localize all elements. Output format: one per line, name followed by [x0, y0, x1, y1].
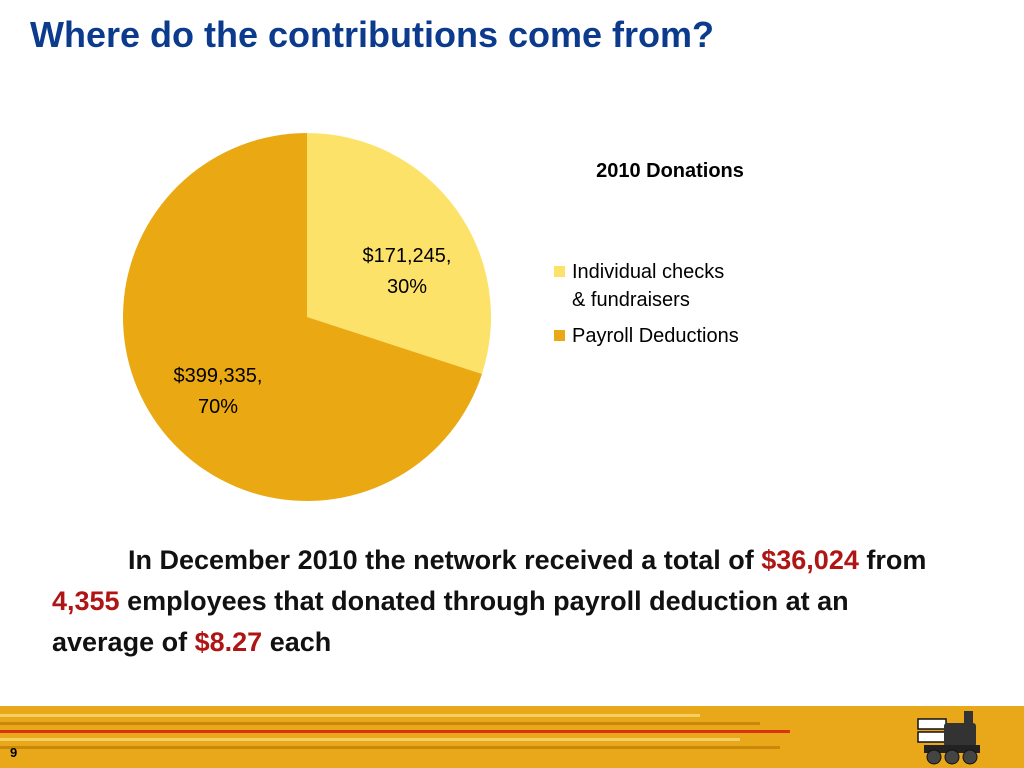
- legend-label-payroll-deductions: Payroll Deductions: [572, 325, 739, 347]
- pie-slices: [123, 133, 491, 501]
- train-logo-icon: [917, 711, 980, 765]
- average-amount: $8.27: [194, 627, 263, 657]
- legend-item-payroll-deductions: Payroll Deductions: [552, 322, 812, 350]
- legend-label-individual-checks-line2: & fundraisers: [572, 289, 690, 311]
- summary-part4: each: [269, 627, 332, 657]
- legend-swatch-individual-checks: [554, 266, 565, 277]
- slice-value-label: $171,245,: [363, 245, 452, 267]
- legend-label-individual-checks-line1: Individual checks: [572, 261, 725, 283]
- page-number: 9: [10, 745, 18, 760]
- total-amount: $36,024: [761, 545, 859, 575]
- slice-percent-label: 30%: [387, 276, 427, 298]
- employee-count: 4,355: [52, 586, 120, 616]
- slide-title: Where do the contributions come from?: [30, 14, 715, 55]
- footer-stripe: [0, 722, 760, 725]
- slice-value-label: $399,335,: [174, 365, 263, 387]
- footer-stripe: [0, 738, 740, 741]
- slice-percent-label: 70%: [198, 396, 238, 418]
- summary-part2: from: [866, 545, 927, 575]
- pie-labels: $171,245, 30% $399,335, 70%: [174, 245, 452, 418]
- legend-swatch-payroll-deductions: [554, 330, 565, 341]
- footer-stripe: [0, 746, 780, 749]
- summary-part3: employees that donated through payroll d…: [52, 586, 849, 657]
- footer-stripe: [0, 730, 790, 733]
- pie-slice: [123, 133, 482, 501]
- footer-band: [0, 706, 1024, 768]
- chart-title: 2010 Donations: [596, 160, 744, 182]
- chart-legend: Individual checks & fundraisers Payroll …: [552, 258, 812, 358]
- pie-chart: $171,245, 30% $399,335, 70%: [123, 133, 491, 501]
- footer-stripe: [0, 714, 700, 717]
- summary-text: In December 2010 the network received a …: [52, 540, 952, 663]
- legend-item-individual-checks: Individual checks & fundraisers: [552, 258, 812, 314]
- pie-slice: [307, 133, 491, 374]
- summary-part1: In December 2010 the network received a …: [128, 545, 754, 575]
